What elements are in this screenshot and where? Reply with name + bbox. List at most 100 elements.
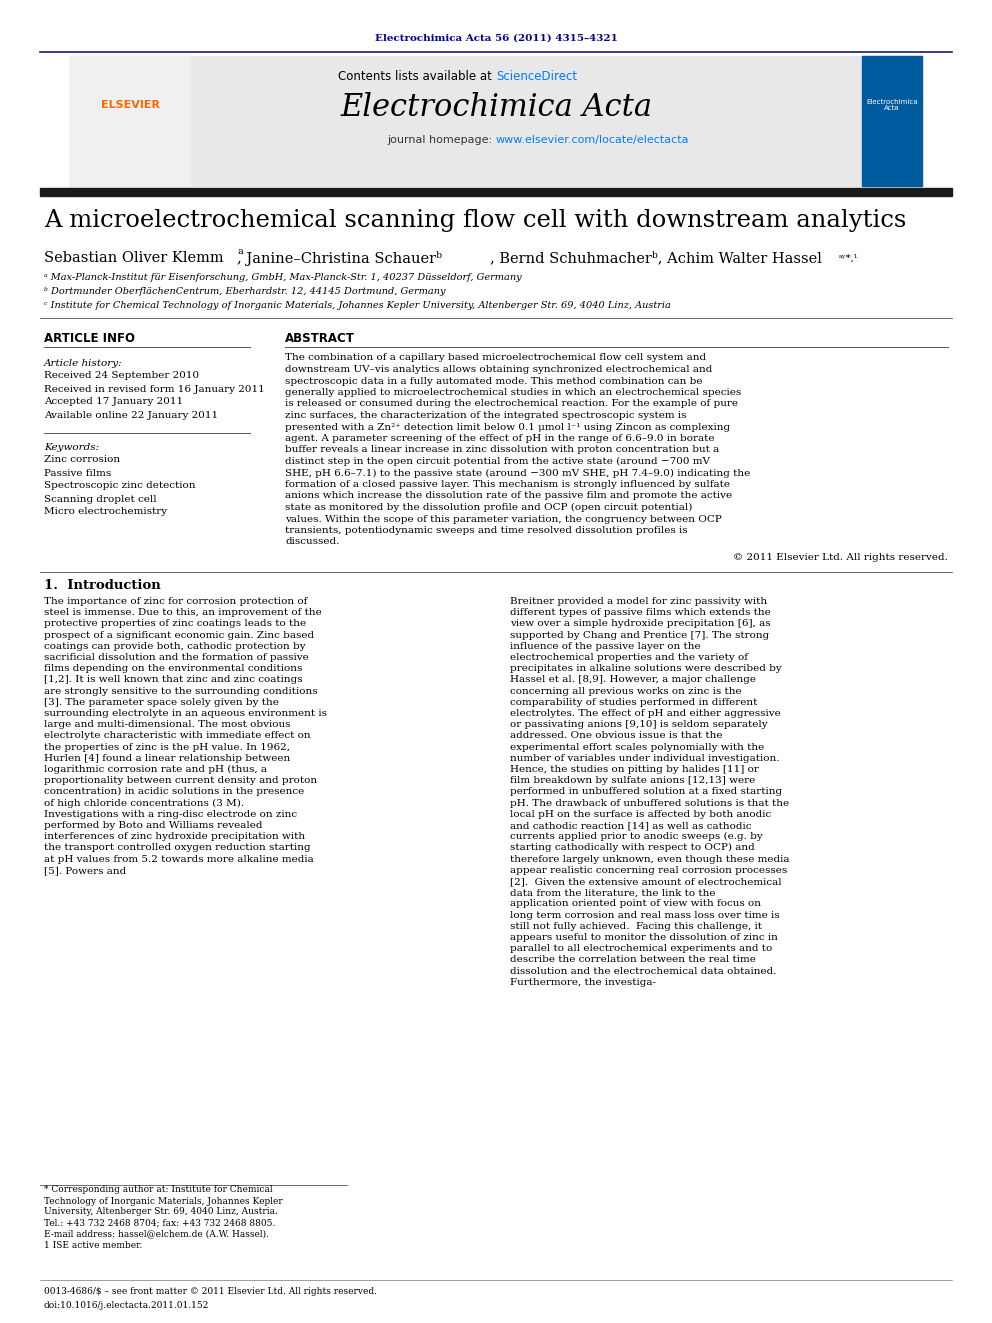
Text: large and multi-dimensional. The most obvious: large and multi-dimensional. The most ob…	[44, 720, 291, 729]
Text: dissolution and the electrochemical data obtained.: dissolution and the electrochemical data…	[510, 967, 777, 975]
Text: local pH on the surface is affected by both anodic: local pH on the surface is affected by b…	[510, 810, 771, 819]
Text: Breitner provided a model for zinc passivity with: Breitner provided a model for zinc passi…	[510, 597, 767, 606]
Text: Hurlen [4] found a linear relationship between: Hurlen [4] found a linear relationship b…	[44, 754, 291, 763]
Text: film breakdown by sulfate anions [12,13] were: film breakdown by sulfate anions [12,13]…	[510, 777, 755, 785]
Text: SHE, pH 6.6–7.1) to the passive state (around −300 mV SHE, pH 7.4–9.0) indicatin: SHE, pH 6.6–7.1) to the passive state (a…	[285, 468, 750, 478]
Text: view over a simple hydroxide precipitation [6], as: view over a simple hydroxide precipitati…	[510, 619, 771, 628]
Text: Technology of Inorganic Materials, Johannes Kepler: Technology of Inorganic Materials, Johan…	[44, 1196, 283, 1205]
Text: [3]. The parameter space solely given by the: [3]. The parameter space solely given by…	[44, 697, 279, 706]
Text: Received in revised form 16 January 2011: Received in revised form 16 January 2011	[44, 385, 265, 393]
Text: is released or consumed during the electrochemical reaction. For the example of : is released or consumed during the elect…	[285, 400, 738, 409]
Text: Investigations with a ring-disc electrode on zinc: Investigations with a ring-disc electrod…	[44, 810, 298, 819]
Text: are strongly sensitive to the surrounding conditions: are strongly sensitive to the surroundin…	[44, 687, 317, 696]
Text: A microelectrochemical scanning flow cell with downstream analytics: A microelectrochemical scanning flow cel…	[44, 209, 907, 232]
Bar	[70, 56, 922, 187]
Text: prospect of a significant economic gain. Zinc based: prospect of a significant economic gain.…	[44, 631, 314, 639]
Text: 0013-4686/$ – see front matter © 2011 Elsevier Ltd. All rights reserved.: 0013-4686/$ – see front matter © 2011 El…	[44, 1287, 377, 1297]
Text: Hence, the studies on pitting by halides [11] or: Hence, the studies on pitting by halides…	[510, 765, 759, 774]
Text: electrolyte characteristic with immediate effect on: electrolyte characteristic with immediat…	[44, 732, 310, 741]
Text: Accepted 17 January 2011: Accepted 17 January 2011	[44, 397, 184, 406]
Bar	[40, 188, 952, 196]
Text: or passivating anions [9,10] is seldom separately: or passivating anions [9,10] is seldom s…	[510, 720, 768, 729]
Text: Spectroscopic zinc detection: Spectroscopic zinc detection	[44, 482, 195, 491]
Text: data from the literature, the link to the: data from the literature, the link to th…	[510, 888, 715, 897]
Text: protective properties of zinc coatings leads to the: protective properties of zinc coatings l…	[44, 619, 307, 628]
Text: © 2011 Elsevier Ltd. All rights reserved.: © 2011 Elsevier Ltd. All rights reserved…	[733, 553, 948, 562]
Text: 1.  Introduction: 1. Introduction	[44, 579, 161, 591]
Text: [2].  Given the extensive amount of electrochemical: [2]. Given the extensive amount of elect…	[510, 877, 782, 886]
Text: ABSTRACT: ABSTRACT	[285, 332, 355, 344]
Text: ᶜ Institute for Chemical Technology of Inorganic Materials, Johannes Kepler Univ: ᶜ Institute for Chemical Technology of I…	[44, 302, 671, 311]
Text: ᵇ Dortmunder OberflächenCentrum, Eberhardstr. 12, 44145 Dortmund, Germany: ᵇ Dortmunder OberflächenCentrum, Eberhar…	[44, 287, 445, 296]
Text: anions which increase the dissolution rate of the passive film and promote the a: anions which increase the dissolution ra…	[285, 492, 732, 500]
Text: * Corresponding author at: Institute for Chemical: * Corresponding author at: Institute for…	[44, 1185, 273, 1195]
Text: sacrificial dissolution and the formation of passive: sacrificial dissolution and the formatio…	[44, 654, 309, 662]
Text: still not fully achieved.  Facing this challenge, it: still not fully achieved. Facing this ch…	[510, 922, 762, 931]
Text: influence of the passive layer on the: influence of the passive layer on the	[510, 642, 700, 651]
Text: Contents lists available at: Contents lists available at	[338, 70, 496, 82]
Text: appear realistic concerning real corrosion processes: appear realistic concerning real corrosi…	[510, 865, 788, 875]
Text: experimental effort scales polynomially with the: experimental effort scales polynomially …	[510, 742, 764, 751]
Text: downstream UV–vis analytics allows obtaining synchronized electrochemical and: downstream UV–vis analytics allows obtai…	[285, 365, 712, 374]
Text: The importance of zinc for corrosion protection of: The importance of zinc for corrosion pro…	[44, 597, 308, 606]
Text: starting cathodically with respect to OCP) and: starting cathodically with respect to OC…	[510, 843, 755, 852]
Text: different types of passive films which extends the: different types of passive films which e…	[510, 609, 771, 618]
Text: a: a	[237, 247, 243, 257]
Text: and cathodic reaction [14] as well as cathodic: and cathodic reaction [14] as well as ca…	[510, 822, 752, 830]
Text: supported by Chang and Prentice [7]. The strong: supported by Chang and Prentice [7]. The…	[510, 631, 769, 639]
Text: electrochemical properties and the variety of: electrochemical properties and the varie…	[510, 654, 748, 662]
Text: www.elsevier.com/locate/electacta: www.elsevier.com/locate/electacta	[496, 135, 689, 146]
Text: the properties of zinc is the pH value. In 1962,: the properties of zinc is the pH value. …	[44, 742, 290, 751]
Text: Electrochimica
Acta: Electrochimica Acta	[866, 98, 918, 111]
Text: [1,2]. It is well known that zinc and zinc coatings: [1,2]. It is well known that zinc and zi…	[44, 676, 303, 684]
Text: comparability of studies performed in different: comparability of studies performed in di…	[510, 697, 757, 706]
Text: formation of a closed passive layer. This mechanism is strongly influenced by su: formation of a closed passive layer. Thi…	[285, 480, 730, 490]
Text: Zinc corrosion: Zinc corrosion	[44, 455, 120, 464]
Text: Available online 22 January 2011: Available online 22 January 2011	[44, 410, 218, 419]
Text: films depending on the environmental conditions: films depending on the environmental con…	[44, 664, 303, 673]
Text: transients, potentiodynamic sweeps and time resolved dissolution profiles is: transients, potentiodynamic sweeps and t…	[285, 527, 687, 534]
Text: interferences of zinc hydroxide precipitation with: interferences of zinc hydroxide precipit…	[44, 832, 306, 841]
Text: agent. A parameter screening of the effect of pH in the range of 6.6–9.0 in bora: agent. A parameter screening of the effe…	[285, 434, 714, 443]
Text: pH. The drawback of unbuffered solutions is that the: pH. The drawback of unbuffered solutions…	[510, 799, 789, 807]
Text: The combination of a capillary based microelectrochemical flow cell system and: The combination of a capillary based mic…	[285, 353, 706, 363]
Text: precipitates in alkaline solutions were described by: precipitates in alkaline solutions were …	[510, 664, 782, 673]
Text: appears useful to monitor the dissolution of zinc in: appears useful to monitor the dissolutio…	[510, 933, 778, 942]
Text: logarithmic corrosion rate and pH (thus, a: logarithmic corrosion rate and pH (thus,…	[44, 765, 267, 774]
Text: proportionality between current density and proton: proportionality between current density …	[44, 777, 317, 785]
Text: distinct step in the open circuit potential from the active state (around −700 m: distinct step in the open circuit potent…	[285, 456, 710, 466]
Text: generally applied to microelectrochemical studies in which an electrochemical sp: generally applied to microelectrochemica…	[285, 388, 741, 397]
Text: Received 24 September 2010: Received 24 September 2010	[44, 372, 199, 381]
Text: doi:10.1016/j.electacta.2011.01.152: doi:10.1016/j.electacta.2011.01.152	[44, 1301, 209, 1310]
Text: , Bernd Schuhmacherᵇ, Achim Walter Hassel: , Bernd Schuhmacherᵇ, Achim Walter Hasse…	[490, 251, 822, 265]
Text: ARTICLE INFO: ARTICLE INFO	[44, 332, 135, 344]
Text: concerning all previous works on zinc is the: concerning all previous works on zinc is…	[510, 687, 742, 696]
Text: Electrochimica Acta 56 (2011) 4315–4321: Electrochimica Acta 56 (2011) 4315–4321	[375, 33, 617, 42]
Text: Article history:: Article history:	[44, 359, 123, 368]
Text: electrolytes. The effect of pH and either aggressive: electrolytes. The effect of pH and eithe…	[510, 709, 781, 718]
Text: Furthermore, the investiga-: Furthermore, the investiga-	[510, 978, 656, 987]
Text: at pH values from 5.2 towards more alkaline media: at pH values from 5.2 towards more alkal…	[44, 855, 313, 864]
Text: , Janine–Christina Schauerᵇ: , Janine–Christina Schauerᵇ	[237, 250, 442, 266]
Text: ELSEVIER: ELSEVIER	[100, 101, 160, 110]
Text: coatings can provide both, cathodic protection by: coatings can provide both, cathodic prot…	[44, 642, 306, 651]
Text: describe the correlation between the real time: describe the correlation between the rea…	[510, 955, 756, 964]
Text: ᵃʸ*,¹: ᵃʸ*,¹	[839, 254, 859, 262]
Text: application oriented point of view with focus on: application oriented point of view with …	[510, 900, 761, 909]
Text: 1 ISE active member.: 1 ISE active member.	[44, 1241, 143, 1250]
Text: Scanning droplet cell: Scanning droplet cell	[44, 495, 157, 504]
Text: addressed. One obvious issue is that the: addressed. One obvious issue is that the	[510, 732, 722, 741]
Text: E-mail address: hassel@elchem.de (A.W. Hassel).: E-mail address: hassel@elchem.de (A.W. H…	[44, 1229, 269, 1238]
Text: the transport controlled oxygen reduction starting: the transport controlled oxygen reductio…	[44, 843, 310, 852]
Text: surrounding electrolyte in an aqueous environment is: surrounding electrolyte in an aqueous en…	[44, 709, 327, 718]
Text: Micro electrochemistry: Micro electrochemistry	[44, 508, 167, 516]
Text: ScienceDirect: ScienceDirect	[496, 70, 577, 82]
Text: ᵃ Max-Planck-Institut für Eisenforschung, GmbH, Max-Planck-Str. 1, 40237 Düsseld: ᵃ Max-Planck-Institut für Eisenforschung…	[44, 274, 522, 283]
Text: concentration) in acidic solutions in the presence: concentration) in acidic solutions in th…	[44, 787, 305, 796]
Text: performed in unbuffered solution at a fixed starting: performed in unbuffered solution at a fi…	[510, 787, 782, 796]
Text: long term corrosion and real mass loss over time is: long term corrosion and real mass loss o…	[510, 910, 780, 919]
Text: Passive films: Passive films	[44, 468, 111, 478]
Text: parallel to all electrochemical experiments and to: parallel to all electrochemical experime…	[510, 945, 772, 953]
Text: presented with a Zn²⁺ detection limit below 0.1 μmol l⁻¹ using Zincon as complex: presented with a Zn²⁺ detection limit be…	[285, 422, 730, 431]
Text: Electrochimica Acta: Electrochimica Acta	[340, 93, 652, 123]
